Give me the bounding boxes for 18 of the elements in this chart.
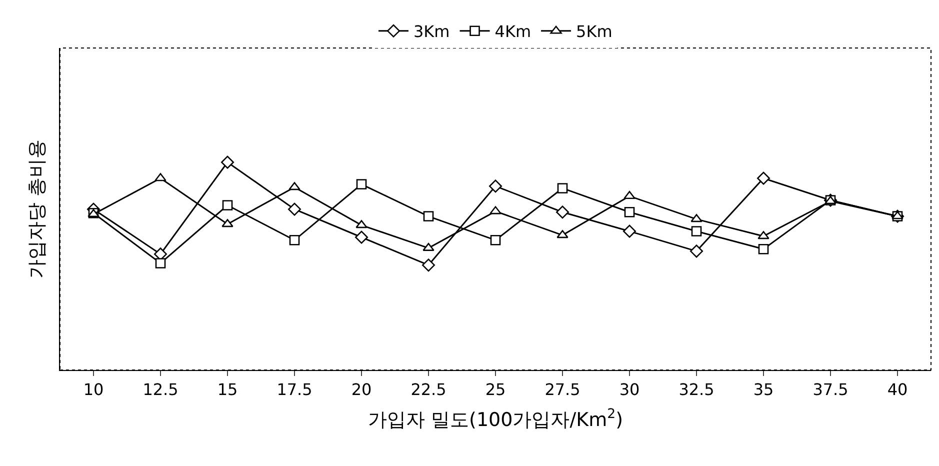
legend-label: 5Km (576, 22, 612, 42)
x-tick-label: 30 (619, 380, 640, 400)
x-tick-label: 17.5 (276, 380, 312, 400)
x-tick-label: 10 (83, 380, 104, 400)
x-tick-label: 15 (217, 380, 238, 400)
x-tick-label: 25 (485, 380, 506, 400)
legend-label: 4Km (494, 22, 532, 42)
x-tick-label: 37.5 (812, 380, 848, 400)
legend-label: 3Km (414, 22, 450, 42)
x-tick-label: 22.5 (410, 380, 446, 400)
x-tick-label: 32.5 (678, 380, 714, 400)
x-tick-label: 12.5 (142, 380, 178, 400)
x-tick-label: 35 (753, 380, 774, 400)
x-axis-title: 가입자 밀도(100가입자/Km$^{2}$) (368, 407, 623, 431)
x-tick-label: 40 (887, 380, 908, 400)
x-tick-label: 27.5 (544, 380, 580, 400)
x-tick-label: 20 (351, 380, 372, 400)
y-axis-title: 가입자당 총비용 (26, 139, 48, 279)
